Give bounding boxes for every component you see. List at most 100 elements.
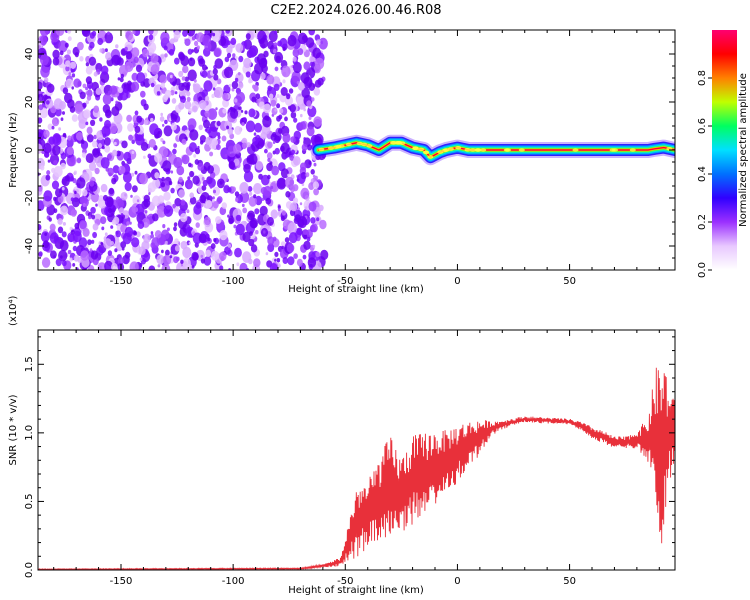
noise-blob bbox=[308, 182, 315, 191]
noise-blob bbox=[104, 32, 114, 44]
noise-blob bbox=[180, 266, 185, 270]
noise-blob bbox=[87, 239, 92, 246]
noise-blob bbox=[314, 133, 324, 146]
noise-blob bbox=[38, 224, 42, 231]
noise-blob bbox=[133, 56, 139, 63]
noise-blob bbox=[204, 95, 210, 102]
noise-blob bbox=[320, 249, 329, 260]
noise-blob bbox=[212, 186, 221, 196]
x-tick-label: 50 bbox=[563, 576, 576, 587]
noise-blob bbox=[89, 180, 95, 187]
noise-blob bbox=[102, 93, 112, 105]
noise-blob bbox=[270, 209, 278, 219]
noise-blob bbox=[58, 127, 61, 131]
noise-blob bbox=[292, 56, 297, 62]
colorbar-tick-label: 0.6 bbox=[697, 118, 708, 134]
noise-blob bbox=[234, 77, 239, 82]
noise-blob bbox=[39, 35, 48, 46]
noise-blob bbox=[164, 53, 168, 58]
noise-blob bbox=[68, 72, 72, 76]
noise-blob bbox=[111, 106, 120, 117]
noise-blob bbox=[40, 231, 50, 243]
noise-blob bbox=[127, 80, 132, 87]
noise-blob bbox=[259, 37, 269, 49]
spectrum-y-ticks: -40 -20 0 20 40 bbox=[24, 29, 675, 271]
noise-blob bbox=[85, 76, 92, 85]
noise-blob bbox=[128, 134, 134, 141]
noise-blob bbox=[178, 189, 186, 198]
noise-blob bbox=[277, 128, 283, 134]
ridge-peak bbox=[412, 146, 419, 150]
noise-blob bbox=[204, 128, 208, 132]
noise-blob bbox=[274, 251, 279, 257]
noise-blob bbox=[154, 172, 160, 179]
noise-blob bbox=[233, 224, 237, 229]
y-tick-label: 1.0 bbox=[24, 425, 35, 441]
noise-blob bbox=[253, 132, 257, 136]
noise-blob bbox=[235, 43, 244, 53]
noise-blob bbox=[38, 89, 42, 95]
noise-blob bbox=[242, 207, 248, 214]
noise-blob bbox=[162, 254, 172, 266]
noise-blob bbox=[134, 125, 141, 133]
noise-blob bbox=[312, 181, 319, 190]
noise-blob bbox=[182, 258, 191, 269]
noise-blob bbox=[230, 108, 239, 119]
noise-blob bbox=[297, 216, 308, 229]
noise-blob bbox=[51, 125, 55, 130]
colorbar-ticks: 0.0 0.2 0.4 0.6 0.8 bbox=[697, 70, 712, 278]
noise-blob bbox=[114, 248, 118, 253]
noise-blob bbox=[131, 81, 140, 92]
noise-blob bbox=[82, 189, 88, 197]
noise-blob bbox=[193, 154, 197, 158]
noise-blob bbox=[288, 232, 298, 244]
noise-blob bbox=[170, 122, 177, 131]
y-tick-label: -20 bbox=[24, 190, 35, 206]
ridge-peak bbox=[427, 155, 434, 159]
noise-blob bbox=[43, 142, 52, 154]
noise-blob bbox=[267, 236, 275, 246]
noise-blob bbox=[253, 183, 263, 195]
noise-blob bbox=[313, 87, 321, 96]
noise-blob bbox=[279, 108, 284, 114]
noise-blob bbox=[276, 177, 287, 190]
noise-blob bbox=[290, 111, 297, 119]
noise-blob bbox=[70, 61, 77, 69]
noise-blob bbox=[126, 221, 130, 226]
noise-blob bbox=[163, 191, 171, 201]
noise-blob bbox=[209, 185, 213, 189]
noise-blob bbox=[282, 79, 286, 84]
noise-blob bbox=[255, 93, 261, 100]
noise-blob bbox=[136, 72, 146, 84]
ridge-peak bbox=[335, 144, 342, 149]
noise-blob bbox=[258, 101, 265, 109]
noise-blob bbox=[61, 176, 70, 187]
noise-blob bbox=[72, 263, 76, 267]
noise-blob bbox=[280, 87, 288, 96]
noise-blob bbox=[46, 83, 55, 94]
noise-blob bbox=[319, 219, 327, 230]
noise-blob bbox=[172, 203, 177, 209]
noise-blob bbox=[64, 42, 69, 48]
noise-blob bbox=[45, 174, 51, 181]
noise-blob bbox=[234, 125, 242, 135]
noise-blob bbox=[51, 180, 60, 190]
ridge-peak bbox=[395, 141, 402, 145]
noise-blob bbox=[150, 117, 154, 123]
noise-blob bbox=[174, 197, 182, 207]
ridge-peak bbox=[518, 148, 525, 152]
noise-blob bbox=[243, 221, 247, 225]
noise-blob bbox=[198, 124, 203, 131]
noise-blob bbox=[265, 252, 269, 256]
noise-blob bbox=[207, 165, 215, 174]
noise-blob bbox=[136, 115, 143, 123]
noise-blob bbox=[212, 201, 219, 209]
noise-blob bbox=[148, 30, 154, 35]
noise-blob bbox=[224, 56, 230, 63]
noise-blob bbox=[70, 209, 77, 217]
noise-blob bbox=[38, 45, 41, 49]
noise-blob bbox=[86, 134, 94, 143]
noise-blob bbox=[83, 109, 91, 119]
ridge-peak bbox=[464, 148, 471, 152]
noise-blob bbox=[291, 71, 302, 83]
